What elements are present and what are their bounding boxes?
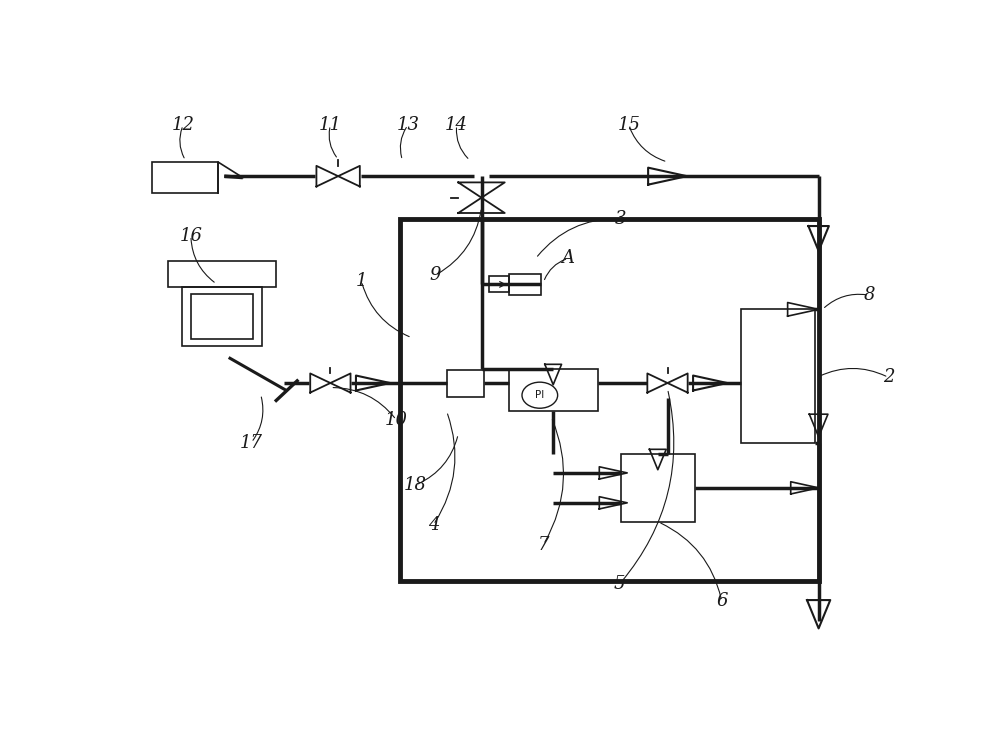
Text: 8: 8 [863,286,875,304]
Text: PI: PI [535,390,544,400]
Bar [168,261,276,287]
Bar [400,219,819,581]
Text: 14: 14 [445,116,468,134]
Text: 7: 7 [538,536,549,553]
Text: 15: 15 [617,116,640,134]
Bar [741,309,815,442]
Text: 10: 10 [385,411,408,429]
Text: 1: 1 [356,272,367,290]
Bar [489,277,509,292]
Text: 16: 16 [179,227,202,244]
Bar [182,287,262,346]
Text: 2: 2 [883,368,894,386]
Bar [152,162,218,193]
Text: 6: 6 [716,592,728,610]
Bar [191,294,253,339]
Text: 4: 4 [428,516,439,534]
Text: 3: 3 [615,210,627,227]
Text: 9: 9 [429,266,441,284]
Text: 5: 5 [614,576,625,593]
Text: 18: 18 [404,476,427,494]
Bar [509,369,598,411]
Text: 12: 12 [172,116,195,134]
Bar [509,274,541,295]
Text: 17: 17 [240,434,263,451]
Text: 11: 11 [319,116,342,134]
Text: 13: 13 [396,116,419,134]
Bar [447,370,484,397]
Bar [621,454,695,522]
Text: A: A [562,250,575,267]
